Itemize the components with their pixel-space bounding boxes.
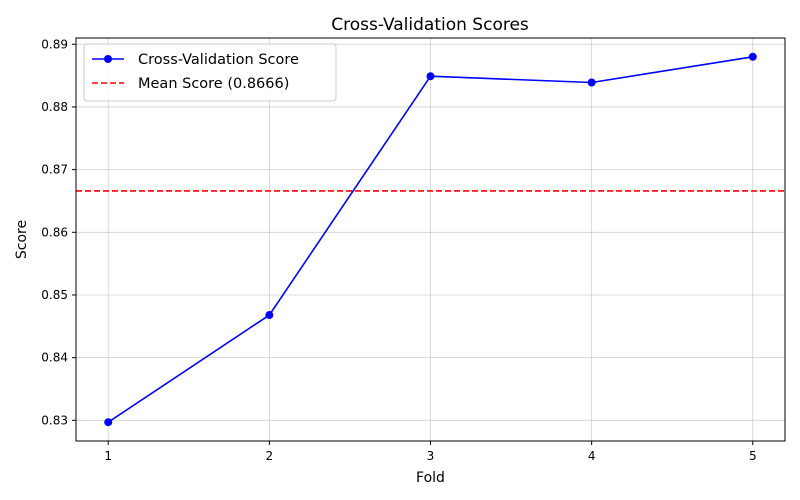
data-series [104, 52, 757, 427]
data-point [426, 72, 435, 81]
legend-series-marker [104, 55, 112, 63]
data-point [265, 311, 274, 320]
x-tick-label: 4 [588, 449, 596, 463]
x-tick-label: 2 [266, 449, 274, 463]
y-axis-label: Score [14, 220, 30, 259]
legend: Cross-Validation Score Mean Score (0.866… [83, 43, 337, 102]
y-tick-label: 0.86 [41, 225, 68, 239]
y-tick-label: 0.88 [41, 100, 68, 114]
gridlines [76, 38, 785, 441]
y-tick-label: 0.87 [41, 163, 68, 177]
x-tick-label: 5 [749, 449, 757, 463]
x-axis-ticks: 1 2 3 4 5 [104, 441, 757, 463]
y-axis-ticks: 0.83 0.84 0.85 0.86 0.87 0.88 0.89 [41, 37, 76, 427]
y-tick-label: 0.83 [41, 413, 68, 427]
legend-box [83, 43, 337, 102]
x-axis-label: Fold [416, 470, 445, 486]
y-tick-label: 0.89 [41, 37, 68, 51]
x-tick-label: 1 [104, 449, 112, 463]
data-point [104, 418, 113, 427]
x-tick-label: 3 [427, 449, 435, 463]
data-point [587, 78, 596, 87]
chart-title: Cross-Validation Scores [331, 15, 529, 35]
legend-mean-label: Mean Score (0.8666) [138, 76, 289, 92]
y-tick-label: 0.84 [41, 351, 68, 365]
y-tick-label: 0.85 [41, 288, 68, 302]
data-point [748, 52, 757, 61]
legend-series-label: Cross-Validation Score [138, 52, 299, 68]
